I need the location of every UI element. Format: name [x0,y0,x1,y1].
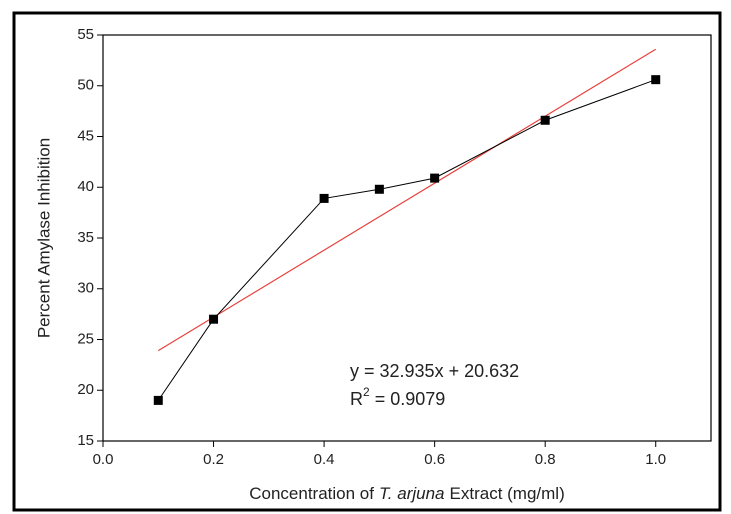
y-tick-label: 45 [77,127,94,144]
x-label-part: Concentration of [249,484,374,503]
y-axis-label: Percent Amylase Inhibition [34,138,53,338]
r-value: = 0.9079 [375,389,446,409]
x-label-italic: T. arjuna [379,484,445,503]
data-point [430,173,440,183]
data-point [209,314,219,324]
y-tick-label: 25 [77,330,94,347]
outer-frame [12,11,722,512]
y-tick-label: 55 [77,26,94,43]
y-tick-label: 15 [77,432,94,449]
x-tick-label: 0.4 [314,451,335,468]
r-squared: R2 = 0.9079 [350,385,445,409]
x-tick-label: 0.0 [93,451,114,468]
x-label-part: Extract (mg/ml) [450,484,565,503]
x-tick-label: 0.2 [203,451,224,468]
data-point [540,115,550,125]
y-tick-label: 35 [77,229,94,246]
r-symbol: R [350,389,363,409]
x-tick-label: 0.6 [424,451,445,468]
trendline [157,48,657,352]
x-tick-label: 1.0 [645,451,666,468]
series-line [157,79,656,401]
y-tick-label: 20 [77,381,94,398]
data-point [153,395,163,405]
data-point [374,184,384,194]
x-tick-label: 0.8 [535,451,556,468]
x-axis-label: Concentration of T. arjuna Extract (mg/ml) [249,484,565,503]
data-point [651,75,661,85]
y-tick-label: 40 [77,178,94,195]
r-exponent: 2 [363,385,370,399]
y-tick-label: 50 [77,77,94,94]
equation: y = 32.935x + 20.632 [350,361,519,381]
y-tick-label: 30 [77,280,94,297]
data-point [319,193,329,203]
